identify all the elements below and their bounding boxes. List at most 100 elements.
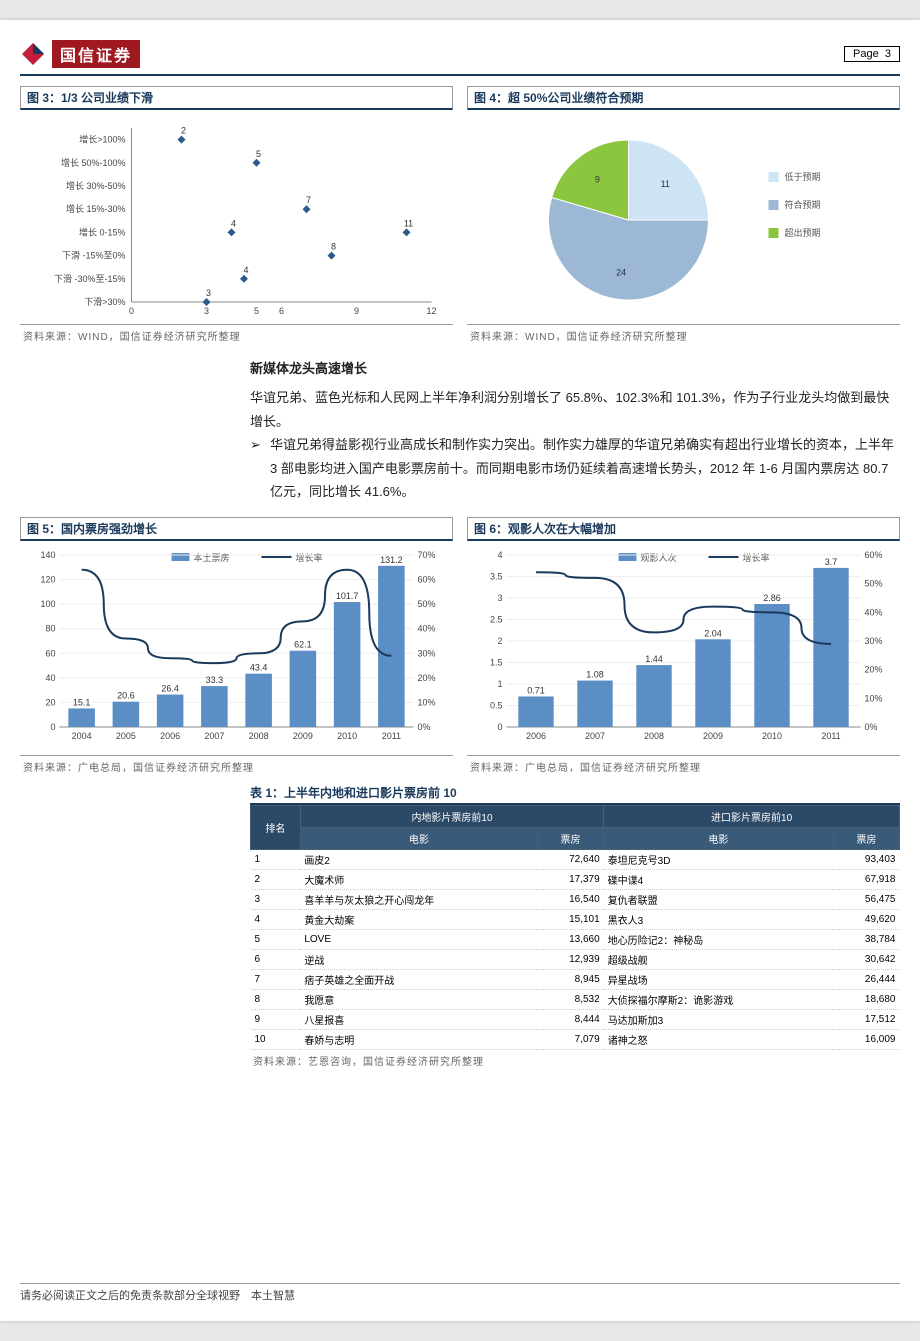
svg-text:40: 40 [45,673,55,683]
svg-text:30%: 30% [418,649,436,659]
svg-text:24: 24 [616,267,626,277]
fig5-source: 资料来源：广电总局，国信证券经济研究所整理 [20,756,453,774]
svg-text:131.2: 131.2 [380,555,403,565]
svg-text:2008: 2008 [249,731,269,741]
svg-text:1.5: 1.5 [490,658,503,668]
svg-text:0.5: 0.5 [490,701,503,711]
svg-text:40%: 40% [418,624,436,634]
svg-text:10%: 10% [865,694,883,704]
svg-text:43.4: 43.4 [250,663,268,673]
svg-text:2008: 2008 [644,731,664,741]
fig3-source: 资料来源：WIND，国信证券经济研究所整理 [20,325,453,343]
th-sub-movie: 电影 [300,828,537,850]
svg-text:20: 20 [45,698,55,708]
svg-text:5: 5 [254,306,259,316]
svg-text:2007: 2007 [585,731,605,741]
svg-text:40%: 40% [865,608,883,618]
table-row: 10春娇与志明7,079诸神之怒16,009 [251,1030,900,1050]
svg-text:5: 5 [256,149,261,159]
th-rank: 排名 [251,806,301,850]
svg-text:60%: 60% [418,575,436,585]
logo-diamond-icon [20,41,46,67]
svg-text:15.1: 15.1 [73,698,91,708]
svg-text:增长率: 增长率 [296,552,323,563]
svg-text:下滑 -15%至0%: 下滑 -15%至0% [62,251,126,261]
svg-text:2010: 2010 [762,731,782,741]
svg-text:20.6: 20.6 [117,691,135,701]
svg-text:2004: 2004 [72,731,92,741]
svg-text:100: 100 [40,599,55,609]
table-row: 5LOVE13,660地心历险记2：神秘岛38,784 [251,930,900,950]
svg-text:2007: 2007 [204,731,224,741]
svg-text:60: 60 [45,649,55,659]
page-number: Page 3 [844,46,900,62]
svg-text:符合预期: 符合预期 [785,199,821,210]
svg-text:0: 0 [50,722,55,732]
svg-text:50%: 50% [418,599,436,609]
fig6-title: 图 6：观影人次在大幅增加 [467,517,900,541]
svg-text:0: 0 [129,306,134,316]
page-header: 国信证券 Page 3 [20,40,900,76]
svg-text:80: 80 [45,624,55,634]
table-row: 8我愿意8,532大侦探福尔摩斯2：诡影游戏18,680 [251,990,900,1010]
svg-text:2006: 2006 [526,731,546,741]
svg-text:0.71: 0.71 [527,686,545,696]
svg-text:增长 50%-100%: 增长 50%-100% [61,157,126,168]
table1-title: 表 1：上半年内地和进口影片票房前 10 [250,782,900,805]
svg-text:1.44: 1.44 [645,654,663,664]
svg-text:本土票房: 本土票房 [194,552,230,563]
th-sub-box: 票房 [537,828,603,850]
svg-text:2011: 2011 [821,731,840,741]
svg-text:2009: 2009 [703,731,723,741]
fig6-source: 资料来源：广电总局，国信证券经济研究所整理 [467,756,900,774]
fig4-chart: 11249低于预期符合预期超出预期 [467,110,900,325]
svg-text:2009: 2009 [293,731,313,741]
svg-text:低于预期: 低于预期 [785,171,821,182]
svg-text:3.7: 3.7 [825,557,838,567]
th-domestic: 内地影片票房前10 [300,806,603,828]
table1-source: 资料来源：艺恩咨询，国信证券经济研究所整理 [250,1050,900,1068]
svg-text:4: 4 [497,550,502,560]
svg-text:3: 3 [497,593,502,603]
svg-text:3: 3 [206,288,211,298]
page-footer: 请务必阅读正文之后的免责条款部分全球视野 本土智慧 [20,1283,900,1303]
svg-text:60%: 60% [865,550,883,560]
fig6-chart: 观影人次增长率00.511.522.533.540%10%20%30%40%50… [467,541,900,756]
svg-text:2.86: 2.86 [763,593,781,603]
svg-text:超出预期: 超出预期 [785,227,821,238]
bullet-1: 华谊兄弟得益影视行业高成长和制作实力突出。制作实力雄厚的华谊兄弟确实有超出行业增… [250,433,900,503]
fig5-title: 图 5：国内票房强劲增长 [20,517,453,541]
fig4-source: 资料来源：WIND，国信证券经济研究所整理 [467,325,900,343]
svg-text:12: 12 [426,306,436,316]
svg-text:增长 0-15%: 增长 0-15% [79,226,126,237]
table-row: 6逆战12,939超级战舰30,642 [251,950,900,970]
svg-text:62.1: 62.1 [294,640,312,650]
fig3-chart: 下滑>30%下滑 -30%至-15%下滑 -15%至0%增长 0-15%增长 1… [20,110,453,325]
svg-text:2.5: 2.5 [490,615,503,625]
svg-text:30%: 30% [865,636,883,646]
svg-text:11: 11 [404,218,413,228]
svg-text:下滑>30%: 下滑>30% [84,297,125,307]
table-row: 9八星报喜8,444马达加斯加317,512 [251,1010,900,1030]
fig5-chart: 本土票房增长率0204060801001201400%10%20%30%40%5… [20,541,453,756]
th-sub-movie2: 电影 [604,828,833,850]
svg-text:2006: 2006 [160,731,180,741]
section-heading: 新媒体龙头高速增长 [250,357,900,380]
svg-text:33.3: 33.3 [206,675,224,685]
svg-text:70%: 70% [418,550,436,560]
body-paragraph: 新媒体龙头高速增长 华谊兄弟、蓝色光标和人民网上半年净利润分别增长了 65.8%… [250,357,900,503]
svg-text:9: 9 [595,174,600,184]
svg-text:3: 3 [204,306,209,316]
svg-text:140: 140 [40,550,55,560]
table-row: 1画皮272,640泰坦尼克号3D93,403 [251,850,900,870]
svg-text:增长 30%-50%: 增长 30%-50% [66,180,126,191]
svg-text:26.4: 26.4 [161,684,179,694]
fig3-title: 图 3：1/3 公司业绩下滑 [20,86,453,110]
logo: 国信证券 [20,40,140,68]
svg-text:8: 8 [331,242,336,252]
svg-text:0%: 0% [865,722,878,732]
svg-text:6: 6 [279,306,284,316]
svg-text:观影人次: 观影人次 [641,552,677,563]
svg-text:10%: 10% [418,698,436,708]
svg-text:2: 2 [181,126,186,136]
